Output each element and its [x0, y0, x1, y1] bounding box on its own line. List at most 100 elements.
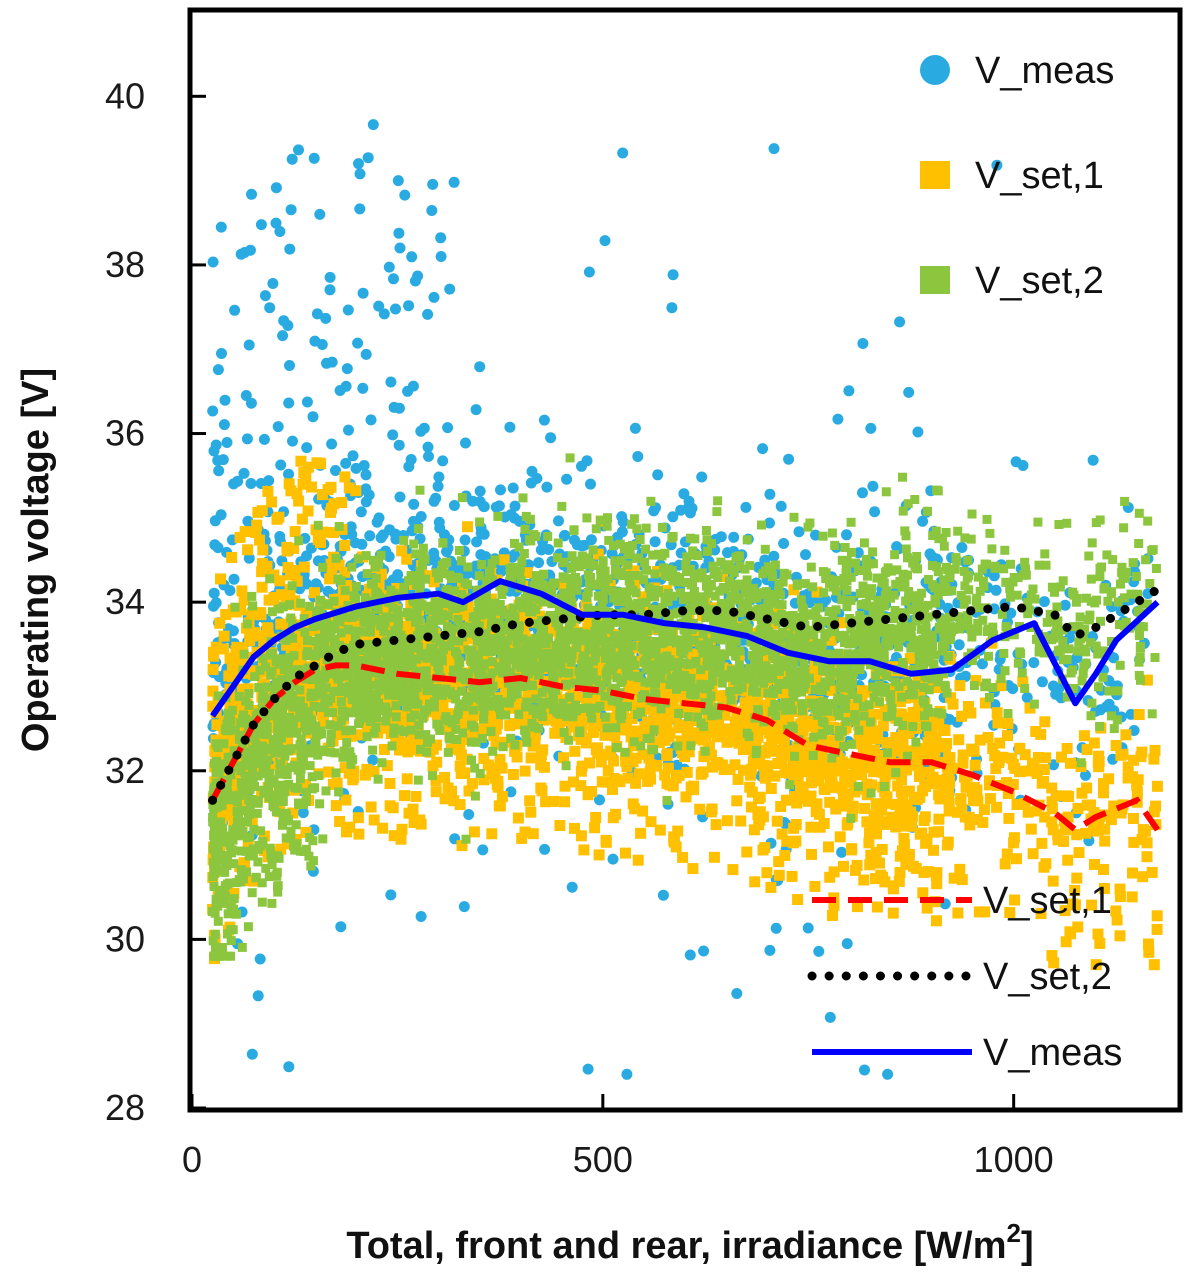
v-set1-point	[399, 790, 410, 802]
v-set1-point	[1019, 798, 1031, 810]
v-set1-point	[1132, 774, 1144, 786]
v-set1-point	[359, 633, 371, 644]
v-set2-point	[640, 557, 650, 567]
v-set1-point	[947, 698, 959, 710]
v-set1-point	[328, 527, 339, 538]
v-set1-point	[392, 735, 404, 746]
v-set1-point	[595, 756, 607, 768]
v-set1-point	[222, 809, 234, 821]
v-set1-point	[772, 758, 784, 769]
v-set1-point	[514, 696, 526, 708]
v-set1-point	[1031, 768, 1043, 779]
v-set1-point	[1048, 957, 1060, 969]
v-meas-point	[731, 988, 743, 999]
v-meas-point	[800, 549, 811, 561]
v-set1-point	[626, 713, 638, 725]
v-meas-point	[649, 536, 661, 548]
v-set2-point	[510, 740, 520, 750]
v-set2-point	[824, 607, 834, 616]
v-set1-point	[1071, 872, 1083, 884]
v-set1-point	[1126, 891, 1138, 903]
v-set1-point	[705, 806, 717, 818]
v-set2-point	[592, 675, 601, 685]
v-set2-point	[518, 493, 528, 503]
v-set1-point	[1019, 749, 1031, 761]
v-set1-point	[511, 751, 523, 763]
v-set1-point	[331, 777, 343, 789]
v-set1-point	[280, 594, 292, 606]
v-meas-point	[287, 435, 298, 447]
v-set1-point	[1122, 761, 1134, 773]
v-set1-point	[749, 731, 761, 743]
v-set1-point	[831, 742, 843, 754]
v-set1-point	[969, 759, 981, 771]
v-set1-point	[1081, 744, 1093, 756]
v-meas-point	[841, 529, 852, 541]
v-set2-point	[565, 692, 575, 702]
v-set1-point	[298, 561, 310, 573]
v-set1-point	[746, 763, 758, 775]
v-set2-point	[662, 795, 672, 805]
v-set1-point	[1046, 950, 1058, 961]
v-meas-point	[495, 484, 506, 496]
v-set1-point	[868, 809, 880, 821]
v-set1-point	[639, 684, 651, 696]
v-meas-point	[582, 1063, 594, 1075]
v-set1-point	[1061, 743, 1073, 754]
v-set2-point	[839, 742, 849, 751]
v-set1-point	[236, 683, 248, 695]
v-set1-point	[378, 744, 390, 755]
v-meas-point	[857, 338, 869, 349]
v-meas-point	[360, 469, 372, 481]
v-meas-point	[543, 544, 555, 555]
v-meas-point	[559, 529, 571, 541]
v-set1-point	[438, 666, 450, 678]
v-meas-point	[326, 438, 338, 450]
v-set2-point	[953, 526, 963, 536]
v-set2-point	[706, 644, 716, 654]
v-set1-point	[895, 786, 907, 798]
v-set1-point	[655, 688, 667, 700]
v-set2-point	[515, 563, 525, 573]
v-meas-point	[208, 587, 220, 599]
v-meas-point	[617, 516, 629, 528]
v-set1-point	[458, 718, 470, 730]
v-set1-point	[296, 513, 308, 525]
v-set1-point	[620, 721, 632, 732]
v-set1-point	[576, 760, 588, 772]
v-set1-point	[207, 700, 219, 712]
v-meas-point	[408, 498, 420, 510]
v-meas-point	[991, 159, 1003, 171]
v-set1-point	[843, 708, 855, 720]
v-set2-point	[851, 558, 860, 568]
v-set2-point	[984, 651, 993, 661]
v-set1-point	[1001, 848, 1013, 860]
v-set1-point	[931, 867, 943, 879]
v-meas-point	[793, 526, 805, 538]
v-set2-point	[1091, 641, 1101, 651]
v-set2-point	[858, 701, 868, 711]
v-set1-point	[246, 815, 258, 827]
v-set2-point	[672, 684, 681, 694]
v-meas-point	[1028, 657, 1040, 669]
v-set1-point	[1039, 716, 1051, 728]
v-set1-point	[892, 817, 904, 829]
v-set1-point	[896, 774, 907, 786]
v-set1-point	[607, 783, 618, 795]
v-set1-point	[496, 762, 508, 774]
v-set1-point	[264, 749, 276, 761]
v-set2-point	[267, 898, 277, 908]
v-set1-point	[941, 761, 953, 773]
v-set1-point	[905, 745, 917, 757]
v-set1-point	[928, 778, 940, 790]
v-set1-point	[727, 864, 739, 876]
v-set2-point	[429, 702, 439, 712]
v-set2-point	[267, 860, 277, 870]
v-set2-point	[347, 725, 357, 735]
v-set1-point	[898, 832, 910, 844]
v-set1-point	[258, 830, 270, 842]
v-set1-point	[1072, 921, 1084, 933]
v-set1-point	[359, 769, 371, 781]
v-set1-point	[806, 848, 817, 860]
v-set2-point	[336, 628, 346, 638]
